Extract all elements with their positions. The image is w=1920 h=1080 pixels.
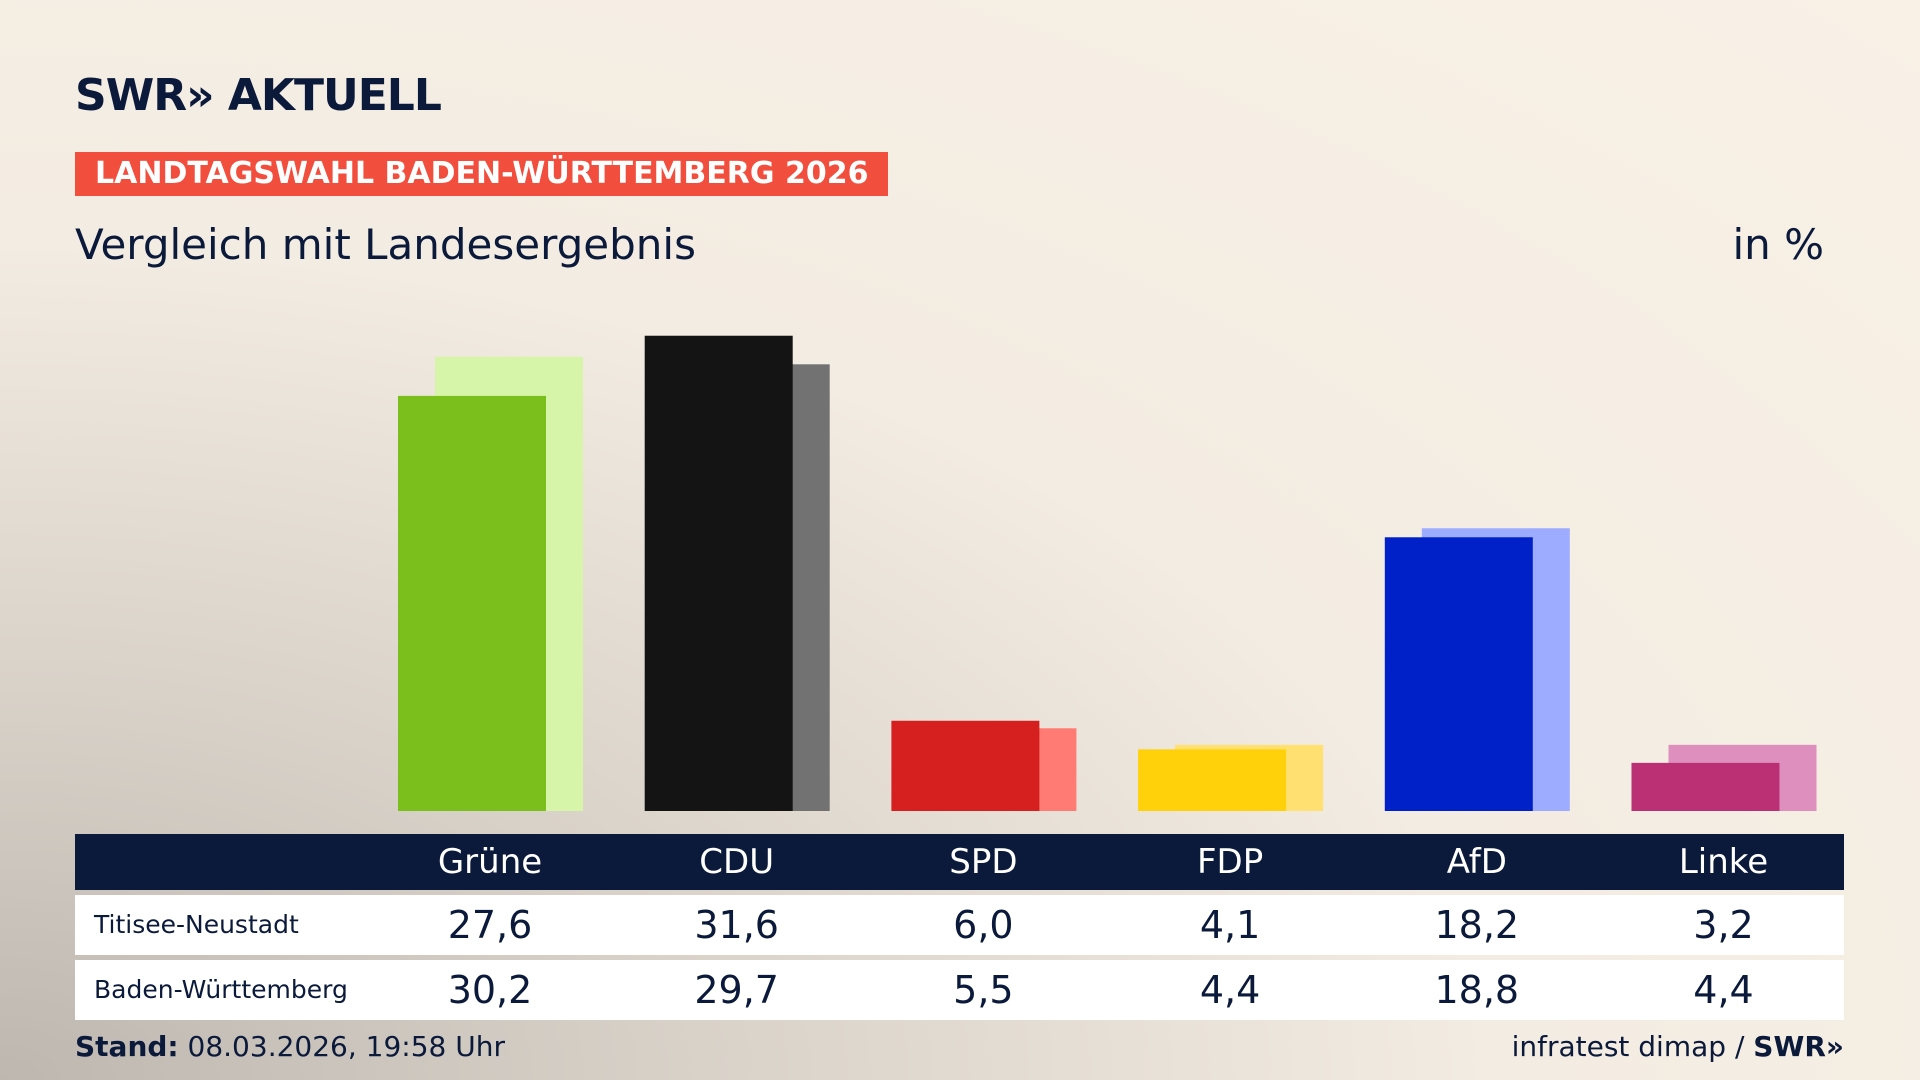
column-header: Grüne — [437, 842, 543, 882]
value-label: 18,2 — [1434, 903, 1520, 947]
value-label: 4,4 — [1693, 968, 1754, 1012]
timestamp: Stand: 08.03.2026, 19:58 Uhr — [75, 1030, 505, 1063]
chart-subtitle: Vergleich mit Landesergebnis — [75, 220, 696, 269]
value-label: 27,6 — [447, 903, 533, 947]
table-row: Baden-Württemberg 30,2 29,7 5,5 4,4 18,8 4,4 — [75, 960, 1844, 1020]
bar-titisee-neustadt — [1631, 762, 1780, 811]
column-header: CDU — [699, 842, 775, 882]
swr-footer-logo: SWR» — [1753, 1030, 1844, 1063]
row-label: Baden-Württemberg — [94, 975, 348, 1004]
column-header: SPD — [949, 842, 1018, 882]
unit-label: in % — [1732, 220, 1824, 269]
bar-titisee-neustadt — [644, 335, 793, 811]
row-label: Titisee-Neustadt — [94, 910, 299, 939]
bar-titisee-neustadt — [891, 720, 1040, 811]
stand-value: 08.03.2026, 19:58 Uhr — [187, 1030, 505, 1063]
value-label: 3,2 — [1693, 903, 1754, 947]
bar-titisee-neustadt — [398, 395, 546, 811]
table-header: Grüne CDU SPD FDP AfD Linke — [75, 834, 1844, 890]
value-label: 4,1 — [1199, 903, 1261, 947]
source-label: infratest dimap / — [1511, 1030, 1745, 1063]
swr-aktuell-logo: SWR» AKTUELL — [75, 70, 442, 121]
source: infratest dimap / SWR» — [1512, 1030, 1844, 1063]
stand-label: Stand: — [75, 1030, 179, 1063]
column-header: Linke — [1678, 842, 1769, 882]
value-label: 5,5 — [953, 968, 1014, 1012]
value-label: 31,6 — [694, 903, 779, 947]
column-header: FDP — [1196, 842, 1264, 882]
value-label: 18,8 — [1434, 968, 1520, 1012]
value-label: 4,4 — [1199, 968, 1261, 1012]
value-label: 30,2 — [447, 968, 533, 1012]
results-table: Grüne CDU SPD FDP AfD Linke Titisee-Neustadt … — [75, 834, 1844, 1020]
value-label: 6,0 — [953, 903, 1014, 947]
bar-titisee-neustadt — [1384, 537, 1533, 811]
election-banner: LANDTAGSWAHL BADEN-WÜRTTEMBERG 2026 — [75, 152, 889, 196]
table-row: Titisee-Neustadt 27,6 31,6 6,0 4,1 18,2 3,2 — [75, 895, 1844, 955]
column-header: AfD — [1446, 842, 1507, 882]
value-label: 29,7 — [694, 968, 779, 1012]
bar-titisee-neustadt — [1138, 749, 1287, 811]
